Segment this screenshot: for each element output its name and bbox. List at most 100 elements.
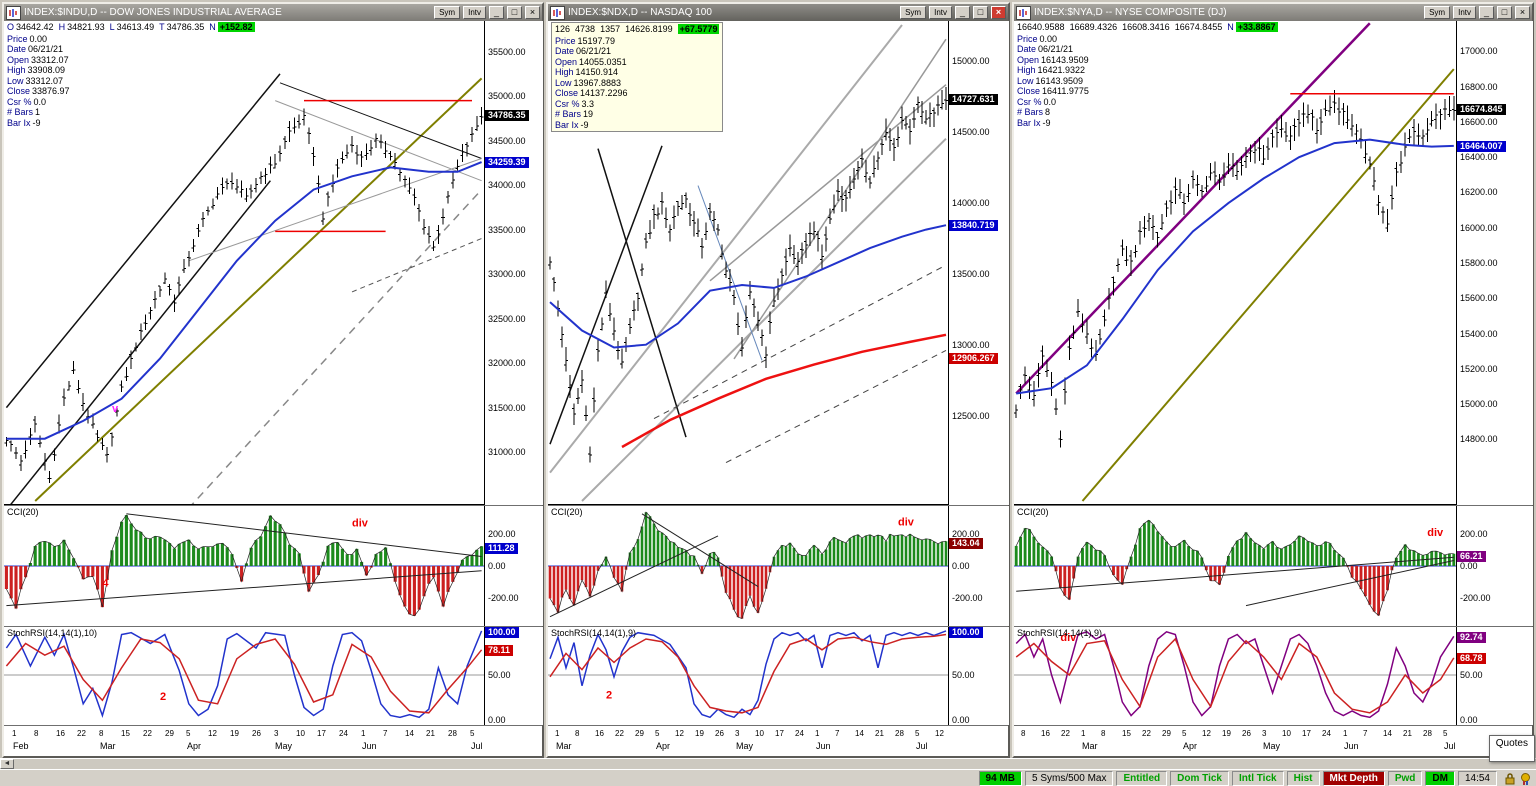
date-tick-label: 24 — [1322, 729, 1331, 738]
minimize-button[interactable]: _ — [489, 6, 504, 19]
maximize-button[interactable]: □ — [1497, 6, 1512, 19]
chart-window-indu: INDEX:$INDU,D -- DOW JONES INDUSTRIAL AV… — [2, 2, 544, 758]
price-chart[interactable]: v — [4, 21, 484, 505]
field-value: 14137.2296 — [580, 88, 628, 98]
date-axis: 8 16 22 1 8 15 22 29 5 12 19 26 3 10 17 24 1 7 14 21 28 5 Mar A… — [1014, 725, 1532, 756]
info-field: # Bars 1 — [7, 107, 255, 118]
statusbar-item-94-mb[interactable]: 94 MB — [978, 770, 1022, 786]
minimize-button[interactable]: _ — [955, 6, 970, 19]
date-tick-label: 5 — [915, 729, 920, 738]
field-label: Bar Ix — [1017, 117, 1041, 128]
statusbar-items: 94 MB 5 Syms/500 Max Entitled Dom Tick Intl … — [978, 770, 1497, 786]
price-annotation: v — [112, 403, 119, 415]
status-bar: 94 MB 5 Syms/500 Max Entitled Dom Tick Intl … — [0, 769, 1536, 786]
statusbar-item-dom-tick[interactable]: Dom Tick — [1170, 770, 1229, 786]
field-label: # Bars — [555, 109, 582, 119]
month-label: Feb — [13, 741, 29, 751]
statusbar-item-5-syms-500-max[interactable]: 5 Syms/500 Max — [1024, 770, 1114, 786]
ohlc-ticks — [548, 99, 948, 456]
cci-chart[interactable]: div — [548, 506, 948, 626]
info-field: High 33908.09 — [7, 65, 255, 76]
scroll-left-button[interactable]: ◄ — [0, 759, 14, 769]
field-value: 15197.79 — [577, 35, 616, 46]
scrollbar-track[interactable] — [14, 759, 1536, 769]
price-chart[interactable] — [548, 21, 948, 505]
intv-button[interactable]: Intv — [1453, 6, 1476, 19]
field-label: Csr % — [7, 96, 32, 107]
axis-tick-label: 16000.00 — [1460, 223, 1498, 233]
maximize-button[interactable]: □ — [507, 6, 522, 19]
month-label: May — [275, 741, 293, 751]
wedge-up — [733, 38, 947, 360]
intv-button[interactable]: Intv — [929, 6, 952, 19]
field-value: 33312.07 — [31, 54, 69, 65]
field-value: 0.00 — [1039, 33, 1058, 44]
mdi-workspace: INDEX:$INDU,D -- DOW JONES INDUSTRIAL AV… — [2, 2, 1534, 758]
summary-label: T — [159, 22, 165, 32]
sym-button[interactable]: Sym — [434, 6, 461, 19]
info-field: Close 16411.9775 — [1017, 86, 1278, 97]
price-axis: 35500.00 35000.00 34500.00 34000.00 33500.00… — [484, 21, 543, 505]
quotes-popup[interactable]: Quotes — [1488, 735, 1535, 762]
stoch-badge: 78.11 — [485, 645, 514, 656]
stoch-annotation: div — [1060, 632, 1077, 644]
stoch-line-0 — [549, 630, 947, 719]
statusbar-item-14-54[interactable]: 14:54 — [1457, 770, 1497, 786]
field-value: 06/21/21 — [576, 46, 612, 56]
cci-chart[interactable]: div — [1014, 506, 1456, 626]
axis-tick-label: -200.00 — [488, 593, 519, 603]
statusbar-item-hist[interactable]: Hist — [1286, 770, 1320, 786]
cci-axis: 200.00 0.00 -200.00 66.21 — [1456, 506, 1533, 626]
field-label: Close — [1017, 86, 1041, 96]
info-field: High 16421.9322 — [1017, 65, 1278, 76]
sym-button[interactable]: Sym — [1424, 6, 1451, 19]
stochrsi-chart[interactable]: 2 — [4, 627, 484, 725]
lock-icon[interactable] — [1504, 772, 1516, 785]
minimize-button[interactable]: _ — [1479, 6, 1494, 19]
field-label: Csr % — [1017, 96, 1042, 107]
date-tick-label: 7 — [835, 729, 840, 738]
seal-icon[interactable] — [1519, 772, 1532, 785]
price-chart[interactable] — [1014, 21, 1456, 505]
field-value: 33876.97 — [32, 86, 70, 96]
field-value: 13967.8883 — [573, 77, 622, 88]
maximize-button[interactable]: □ — [973, 6, 988, 19]
info-field: Price 0.00 — [1017, 34, 1278, 45]
dashed-short — [351, 238, 482, 293]
date-tick-label: 17 — [775, 729, 784, 738]
date-tick-label: 5 — [1443, 729, 1448, 738]
date-tick-label: 8 — [575, 729, 580, 738]
statusbar-item-entitled[interactable]: Entitled — [1116, 770, 1168, 786]
window-titlebar[interactable]: INDEX:$INDU,D -- DOW JONES INDUSTRIAL AV… — [4, 4, 542, 21]
window-titlebar[interactable]: INDEX:$NYA,D -- NYSE COMPOSITE (DJ) Sym In… — [1014, 4, 1532, 21]
statusbar-item-mkt-depth[interactable]: Mkt Depth — [1322, 770, 1385, 786]
cci-axis: 200.00 0.00 -200.00 143.04 — [948, 506, 1009, 626]
close-button[interactable]: × — [1515, 6, 1530, 19]
quote-info-panel: O 34642.42 H 34821.93 L 34613.49 T 34786.35 N +15… — [7, 22, 255, 128]
stoch-annotation: 2 — [160, 691, 166, 703]
month-label: Jun — [362, 741, 377, 751]
cci-chart[interactable]: div 4 — [4, 506, 484, 626]
stochrsi-chart[interactable]: div — [1014, 627, 1456, 725]
statusbar-item-pwd[interactable]: Pwd — [1387, 770, 1423, 786]
sym-button[interactable]: Sym — [900, 6, 927, 19]
stochrsi-chart[interactable]: 2 — [548, 627, 948, 725]
date-tick-label: 16 — [1041, 729, 1050, 738]
statusbar-item-intl-tick[interactable]: Intl Tick — [1231, 770, 1284, 786]
info-field: Price 0.00 — [7, 34, 255, 45]
close-button[interactable]: × — [525, 6, 540, 19]
price-axis: 17000.00 16800.00 16600.00 16400.00 16200.00… — [1456, 21, 1533, 505]
trendline — [1245, 560, 1454, 607]
intv-button[interactable]: Intv — [463, 6, 486, 19]
chart-icon — [550, 5, 565, 20]
cci-axis: 200.00 0.00 -200.00 111.28 — [484, 506, 543, 626]
summary-value: 1357 — [600, 24, 621, 34]
close-button[interactable]: × — [991, 6, 1006, 19]
statusbar-item-dm[interactable]: DM — [1425, 770, 1455, 786]
price-badge: 16464.007 — [1457, 141, 1506, 152]
horizontal-scrollbar[interactable]: ◄ — [0, 758, 1536, 769]
field-value: -9 — [1042, 117, 1051, 128]
window-titlebar[interactable]: INDEX:$NDX,D -- NASDAQ 100 Sym Intv _ □ × — [548, 4, 1008, 21]
summary-value: 34642.42 — [16, 22, 54, 32]
field-value: 16143.9509 — [1035, 75, 1084, 86]
